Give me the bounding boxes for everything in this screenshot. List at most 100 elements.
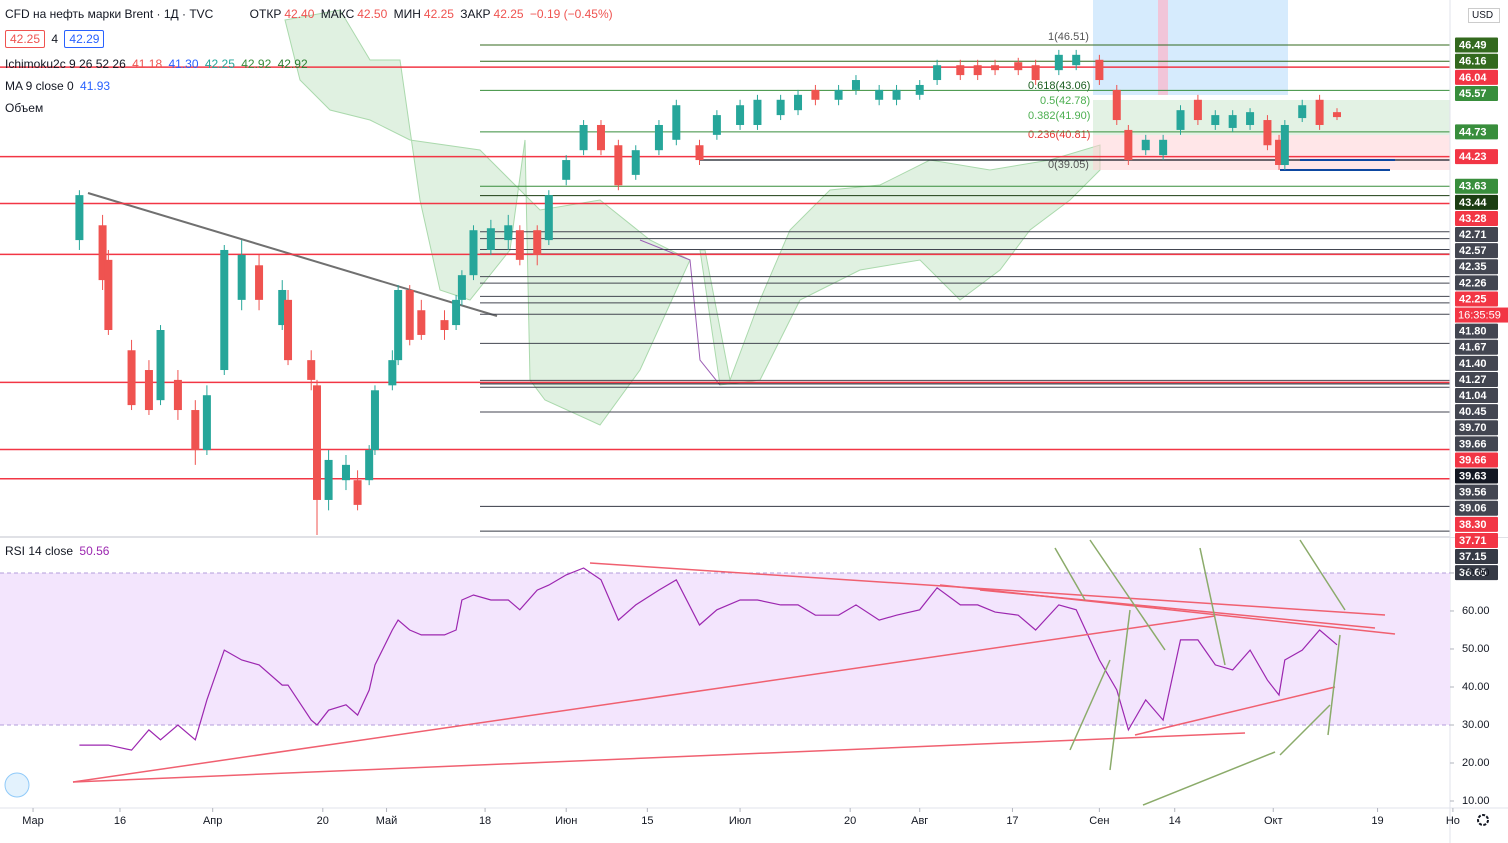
x-tick-label: Мар xyxy=(22,815,44,827)
candle-body xyxy=(1112,89,1121,121)
price-label: 41.27 xyxy=(1459,374,1487,386)
ask[interactable]: 42.29 xyxy=(64,30,105,48)
indicator-value: 41.18 xyxy=(132,57,163,71)
tv-logo xyxy=(4,772,30,798)
ohlc-label: МИН xyxy=(393,7,421,21)
settings-icon[interactable] xyxy=(1477,814,1489,826)
candle-body xyxy=(1246,112,1255,125)
candle-body xyxy=(736,105,745,125)
price-label-box xyxy=(1455,371,1498,387)
price-label: 43.63 xyxy=(1459,181,1487,193)
price-label-box xyxy=(1455,124,1498,140)
price-label: 37.15 xyxy=(1459,551,1487,563)
indicator-value: 41.93 xyxy=(80,79,111,93)
candle-body xyxy=(405,289,414,340)
x-tick-label: Но xyxy=(1446,815,1460,827)
candle-body xyxy=(1159,139,1168,156)
price-label: 44.23 xyxy=(1459,151,1487,163)
candle-body xyxy=(278,289,287,326)
candle-body xyxy=(1263,120,1272,146)
rsi-green-line xyxy=(1299,539,1346,611)
candle-body xyxy=(486,228,495,250)
candle-body xyxy=(1031,65,1040,81)
price-label: 39.70 xyxy=(1459,422,1487,434)
candle-body xyxy=(504,225,513,241)
rsi-green-line xyxy=(1089,539,1166,651)
candle-body xyxy=(875,89,884,100)
price-label-box xyxy=(1455,500,1498,516)
indicator-name: MA 9 close 0 xyxy=(5,79,74,93)
indicator-name: Объем xyxy=(5,101,44,115)
price-label: 41.40 xyxy=(1459,358,1487,370)
candle-body xyxy=(341,464,350,481)
ohlc: ОТКР 42.40 МАКС 42.50 МИН 42.25 ЗАКР 42.25 −… xyxy=(250,7,616,21)
price-label: 45.57 xyxy=(1459,88,1487,100)
price-label-box xyxy=(1455,53,1498,69)
price-label: 44.73 xyxy=(1459,126,1487,138)
price-label-box xyxy=(1455,404,1498,420)
x-tick-label: Сен xyxy=(1089,815,1109,827)
spread: 4 xyxy=(51,32,59,46)
x-tick-label: 20 xyxy=(844,815,856,827)
currency[interactable]: USD xyxy=(1468,8,1501,23)
highlight-stripe xyxy=(1158,0,1168,95)
indicator-value: 42.25 xyxy=(204,57,235,71)
price-label: 39.66 xyxy=(1459,454,1487,466)
highlight-zone xyxy=(1093,0,1288,95)
ma-legend: MA 9 close 0 41.93 xyxy=(5,79,113,93)
price-label-box xyxy=(1455,339,1498,355)
price-label-box xyxy=(1455,275,1498,291)
candle-body xyxy=(753,99,762,125)
candle-body xyxy=(1095,59,1104,81)
candle-body xyxy=(1054,54,1063,71)
candle-body xyxy=(515,230,524,260)
rsi-trend-line xyxy=(979,589,1376,629)
indicator-value: 42.92 xyxy=(241,57,272,71)
candle-body xyxy=(1298,105,1307,119)
price-label-box xyxy=(1455,355,1498,371)
price-label-box xyxy=(1455,291,1498,307)
candle-body xyxy=(1072,54,1081,66)
ohlc-value: 42.40 xyxy=(284,7,315,21)
candle-body xyxy=(1228,115,1237,128)
price-label-box xyxy=(1455,388,1498,404)
candle-body xyxy=(75,195,84,241)
price-label: 42.26 xyxy=(1459,277,1487,289)
candle-body xyxy=(324,459,333,500)
rsi-green-line xyxy=(1142,751,1276,806)
rsi-trend-line xyxy=(589,562,1386,616)
fib-label: 0.382(41.90) xyxy=(1028,110,1090,122)
price-label-box xyxy=(1455,516,1498,532)
candle-body xyxy=(173,379,182,411)
countdown-box xyxy=(1455,307,1508,323)
candle-body xyxy=(956,65,965,76)
candle-body xyxy=(307,360,316,380)
price-label: 38.30 xyxy=(1459,519,1487,531)
candle-body xyxy=(1124,129,1133,161)
bid[interactable]: 42.25 xyxy=(5,30,46,48)
candle-body xyxy=(892,89,901,100)
rsi-trend-line xyxy=(72,732,1246,783)
symbol: CFD на нефть марки Brent · 1Д · TVC xyxy=(5,7,214,21)
price-label: 40.45 xyxy=(1459,406,1487,418)
fib-label: 0.236(40.81) xyxy=(1028,129,1090,141)
fib-label: 0(39.05) xyxy=(1048,159,1089,171)
fib-label: 0.5(42.78) xyxy=(1040,95,1090,107)
price-label-box xyxy=(1455,69,1498,85)
y-tick-label: 40.00 xyxy=(1462,681,1490,693)
candle-body xyxy=(672,105,681,140)
y-tick-label: 20.00 xyxy=(1462,757,1490,769)
candle-body xyxy=(255,265,264,300)
x-tick-label: 19 xyxy=(1371,815,1383,827)
price-label: 46.16 xyxy=(1459,56,1487,68)
ohlc-value: 42.25 xyxy=(423,7,454,21)
change: −0.19 (−0.45%) xyxy=(529,7,613,21)
candle-body xyxy=(631,150,640,175)
price-label-box xyxy=(1455,243,1498,259)
x-tick-label: Авг xyxy=(911,815,928,827)
price-label-box xyxy=(1455,420,1498,436)
price-label: 41.67 xyxy=(1459,342,1487,354)
candle-body xyxy=(440,320,449,331)
ohlc-value: 42.50 xyxy=(357,7,388,21)
